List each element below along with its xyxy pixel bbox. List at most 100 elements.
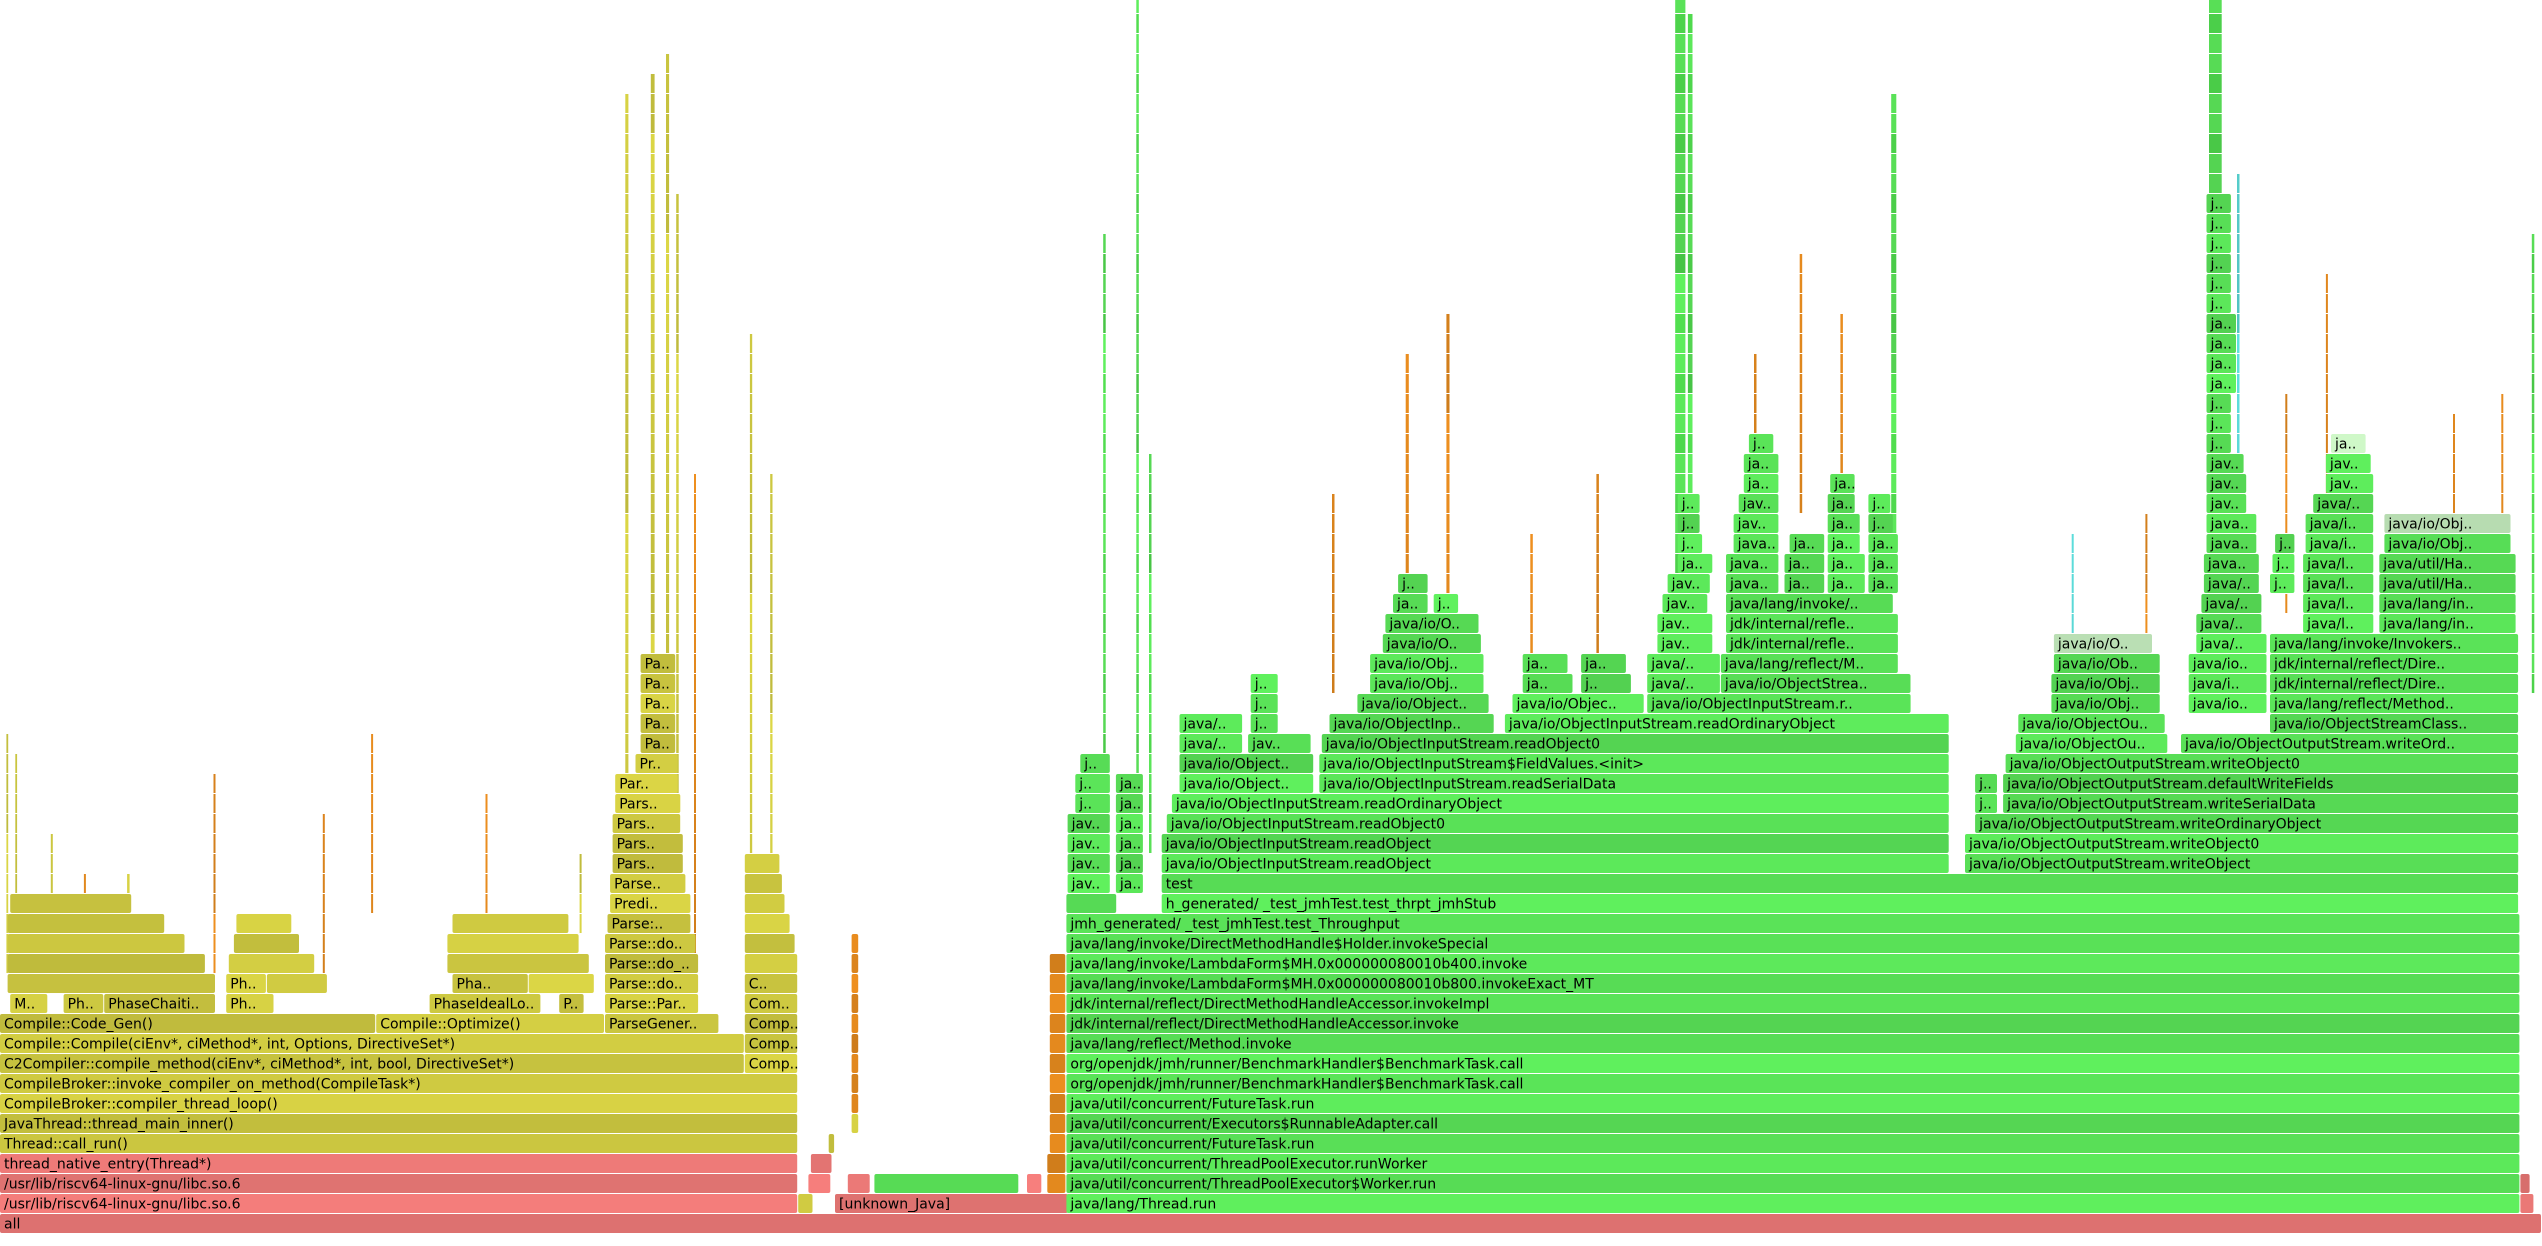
tower-frame[interactable] — [2145, 514, 2148, 533]
tower-frame[interactable] — [770, 814, 773, 833]
tower-frame[interactable] — [2237, 394, 2240, 413]
frame-java-io-objectinputstream-readobject0[interactable]: java/io/ObjectInputStream.readObject0 — [1321, 734, 1949, 753]
tower-frame[interactable] — [2237, 194, 2240, 213]
frame-pha[interactable]: Pha.. — [452, 974, 528, 993]
frame-box[interactable] — [2206, 354, 2237, 373]
tower-frame[interactable] — [650, 414, 655, 433]
tower-frame[interactable] — [676, 434, 679, 453]
tower-frame[interactable] — [322, 814, 325, 833]
frame-j[interactable]: j.. — [2275, 534, 2295, 553]
tower-frame[interactable] — [1149, 654, 1152, 673]
tower-frame[interactable] — [1675, 314, 1686, 333]
tower-frame[interactable] — [2071, 534, 2074, 553]
frame-j[interactable]: j.. — [1581, 674, 1631, 693]
tower-frame[interactable] — [2145, 574, 2148, 593]
frame-box[interactable] — [808, 1174, 831, 1193]
tower-frame[interactable] — [1596, 634, 1599, 653]
tower-frame[interactable] — [625, 434, 629, 453]
tower-frame[interactable] — [2531, 314, 2535, 333]
tower-frame[interactable] — [2237, 374, 2240, 393]
frame-java-io-objectinputstream-readserialdata[interactable]: java/io/ObjectInputStream.readSerialData — [1319, 774, 1949, 793]
frame-java-io-o[interactable]: java/io/O.. — [1385, 614, 1479, 633]
tower-frame[interactable] — [666, 174, 670, 193]
frame-java-io-objec[interactable]: java/io/Objec.. — [1512, 694, 1644, 713]
tower-frame[interactable] — [1103, 694, 1106, 713]
tower-frame[interactable] — [1136, 214, 1139, 233]
frame-ja[interactable]: ja.. — [1830, 474, 1856, 493]
frame-box[interactable] — [2270, 574, 2295, 593]
tower-frame[interactable] — [1149, 634, 1152, 653]
frame-box[interactable] — [605, 954, 699, 973]
tower-frame[interactable] — [666, 494, 670, 513]
frame-ja[interactable]: ja.. — [1784, 554, 1825, 573]
frame-java[interactable]: java/.. — [1179, 734, 1243, 753]
tower-frame[interactable] — [1687, 274, 1693, 293]
frame-pa[interactable]: Pa.. — [640, 734, 676, 753]
frame-box[interactable] — [2270, 714, 2519, 733]
tower-frame[interactable] — [666, 394, 670, 413]
frame-box[interactable] — [1161, 854, 1949, 873]
frame-box[interactable] — [0, 1174, 798, 1193]
tower-frame[interactable] — [1405, 554, 1409, 573]
frame-box[interactable] — [1049, 1054, 1066, 1073]
frame-java-io-objectinputstream-readobject0[interactable]: java/io/ObjectInputStream.readObject0 — [1166, 814, 1949, 833]
tower-frame[interactable] — [1891, 494, 1897, 513]
tower-frame[interactable] — [1675, 94, 1686, 113]
frame-box[interactable] — [1975, 794, 1997, 813]
frame-unlabelled[interactable] — [1047, 1154, 1066, 1173]
frame-unlabelled[interactable] — [447, 934, 579, 953]
tower-frame[interactable] — [1136, 614, 1139, 633]
tower-frame[interactable] — [694, 754, 696, 773]
frame-box[interactable] — [2379, 594, 2516, 613]
tower-frame[interactable] — [749, 774, 753, 793]
frame-box[interactable] — [1504, 714, 1949, 733]
frame-box[interactable] — [851, 1094, 859, 1113]
frame-box[interactable] — [2005, 754, 2519, 773]
frame-jdk-internal-reflect-directmethodhandlea[interactable]: jdk/internal/reflect/DirectMethodHandleA… — [1066, 1014, 2520, 1033]
tower-frame[interactable] — [213, 914, 216, 933]
frame-java-io-object[interactable]: java/io/Object.. — [1179, 774, 1314, 793]
frame-box[interactable] — [1975, 814, 2519, 833]
frame-box[interactable] — [1522, 674, 1573, 693]
tower-frame[interactable] — [1103, 234, 1106, 253]
frame-j[interactable]: j.. — [2206, 414, 2231, 433]
frame-box[interactable] — [2188, 694, 2267, 713]
frame-java-l[interactable]: java/l.. — [2303, 614, 2374, 633]
tower-frame[interactable] — [694, 914, 696, 933]
tower-frame[interactable] — [2237, 234, 2240, 253]
tower-frame[interactable] — [676, 494, 679, 513]
frame-box[interactable] — [1743, 454, 1779, 473]
tower-frame[interactable] — [1332, 614, 1335, 633]
frame-box[interactable] — [1726, 634, 1898, 653]
frame-unlabelled[interactable] — [528, 974, 594, 993]
tower-frame[interactable] — [666, 294, 670, 313]
frame-box[interactable] — [1433, 594, 1459, 613]
frame-box[interactable] — [2272, 554, 2295, 573]
tower-frame[interactable] — [1103, 354, 1106, 373]
frame-box[interactable] — [236, 914, 292, 933]
tower-frame[interactable] — [1136, 14, 1139, 33]
tower-frame[interactable] — [666, 54, 670, 73]
frame-java-lang-in[interactable]: java/lang/in.. — [2379, 594, 2516, 613]
tower-frame[interactable] — [2237, 274, 2240, 293]
tower-frame[interactable] — [1136, 194, 1139, 213]
frame-box[interactable] — [1965, 854, 2519, 873]
frame-box[interactable] — [1319, 754, 1949, 773]
frame-jav[interactable]: jav.. — [1667, 574, 1710, 593]
frame-box[interactable] — [1733, 514, 1779, 533]
tower-frame[interactable] — [666, 614, 670, 633]
tower-frame[interactable] — [666, 534, 670, 553]
tower-frame[interactable] — [1891, 514, 1897, 533]
tower-frame[interactable] — [1530, 594, 1533, 613]
frame-box[interactable] — [1179, 734, 1243, 753]
frame-java-i[interactable]: java/i.. — [2305, 514, 2374, 533]
frame-java-util-concurrent-threadpoolexecutor-[interactable]: java/util/concurrent/ThreadPoolExecutor$… — [1066, 1174, 2520, 1193]
frame-box[interactable] — [2003, 794, 2519, 813]
tower-frame[interactable] — [1891, 214, 1897, 233]
tower-frame[interactable] — [1149, 834, 1152, 853]
tower-frame[interactable] — [2453, 454, 2455, 473]
frame-j[interactable]: j.. — [1975, 794, 1997, 813]
tower-frame[interactable] — [625, 414, 629, 433]
frame-box[interactable] — [1171, 794, 1949, 813]
frame-java-io-obj[interactable]: java/io/Obj.. — [2384, 534, 2511, 553]
